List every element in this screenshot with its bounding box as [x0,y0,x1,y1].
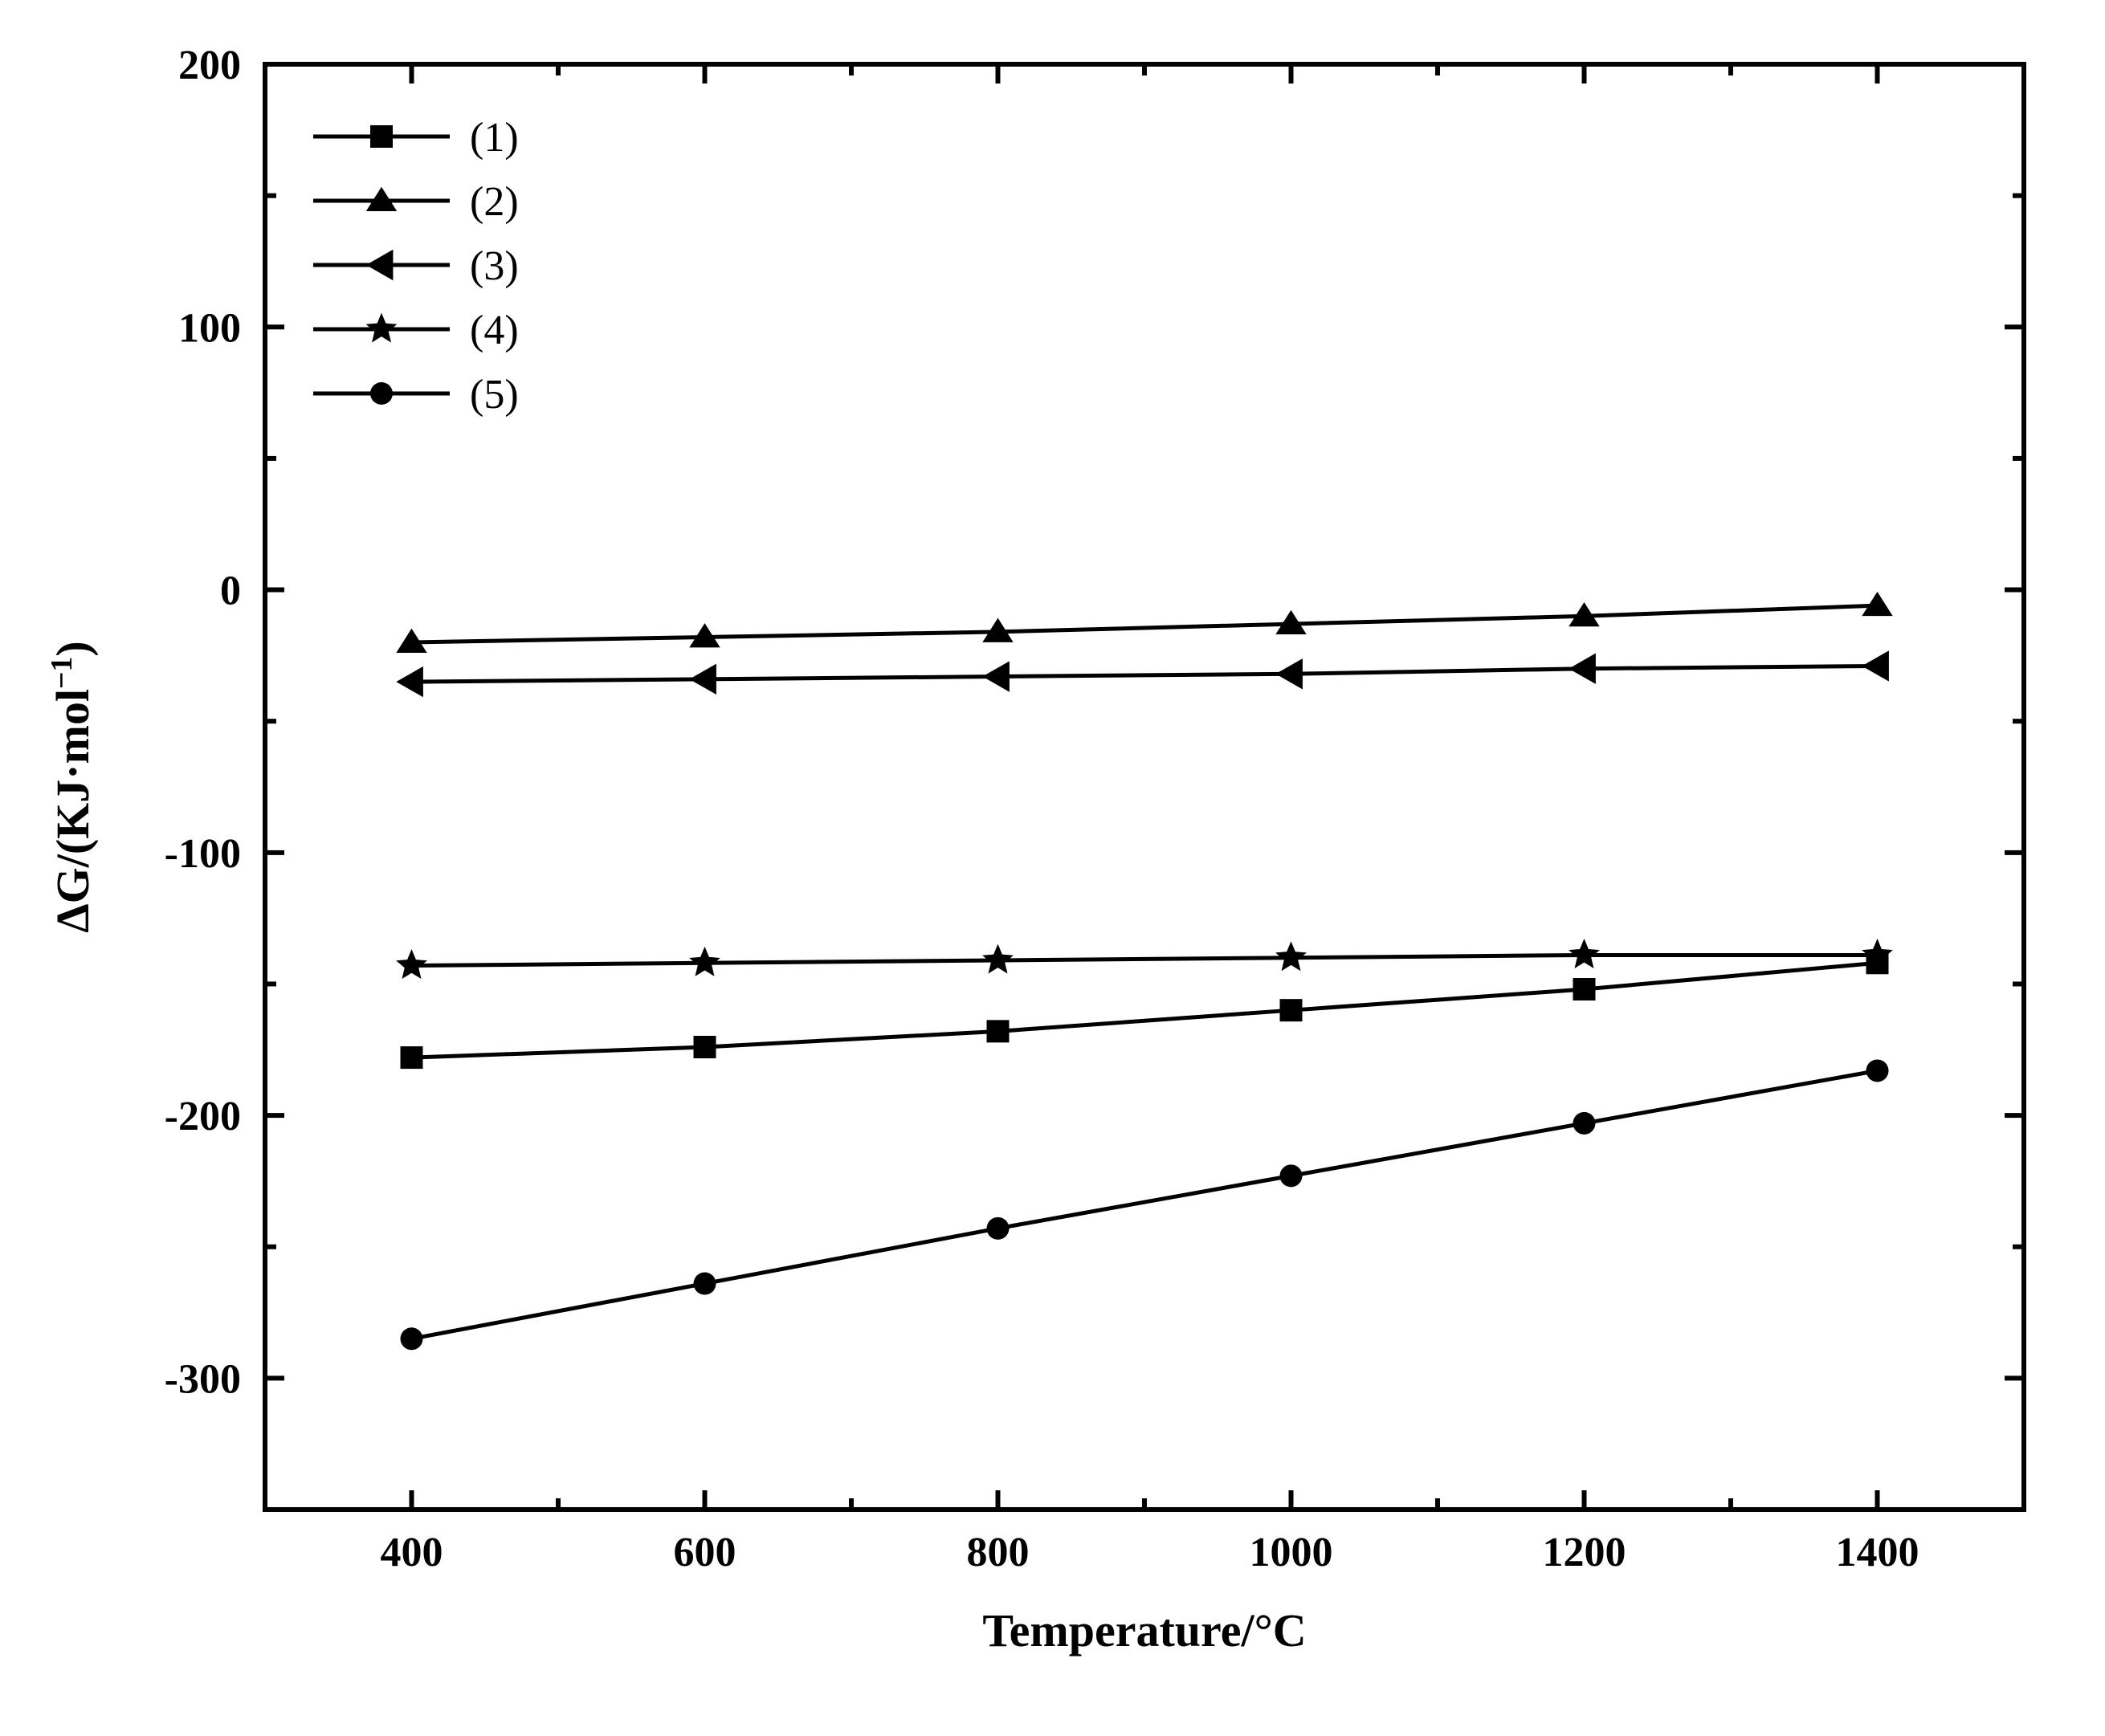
legend-label: (3) [470,243,519,289]
x-axis-label: Temperature/°C [982,1604,1306,1657]
y-tick-label: -300 [165,1356,241,1402]
x-tick-label: 1400 [1836,1530,1919,1575]
legend-label: (2) [470,179,519,225]
marker-circle [1280,1164,1303,1187]
marker-square [987,1020,1010,1042]
marker-circle [987,1217,1010,1240]
y-tick-label: -100 [165,831,241,877]
y-tick-label: 0 [220,568,241,614]
x-tick-label: 1200 [1543,1530,1626,1575]
chart-container: 400 600 800 1000 1200 1400 -300 -200 -100 0 100 200… [0,0,2105,1736]
gibbs-energy-line-chart: 400 600 800 1000 1200 1400 -300 -200 -100 0 100 200… [0,0,2105,1736]
marker-square [1573,978,1596,1000]
legend-label: (5) [470,372,519,418]
marker-circle [1573,1112,1596,1135]
y-tick-label: 200 [178,43,241,88]
legend-label: (1) [470,115,519,161]
legend-label: (4) [470,308,519,353]
marker-square [694,1036,716,1058]
x-tick-label: 1000 [1250,1530,1333,1575]
marker-circle [694,1273,716,1295]
x-tick-label: 600 [674,1530,736,1575]
marker-circle [1866,1059,1889,1082]
marker-square [401,1046,423,1069]
y-tick-label: 100 [178,305,241,351]
x-tick-label: 800 [967,1530,1030,1575]
y-tick-label: -200 [165,1094,241,1139]
marker-square [370,125,393,148]
marker-square [1280,999,1303,1021]
x-tick-label: 400 [381,1530,443,1575]
marker-circle [401,1327,423,1350]
chart-background [0,0,2105,1736]
marker-circle [370,382,393,405]
